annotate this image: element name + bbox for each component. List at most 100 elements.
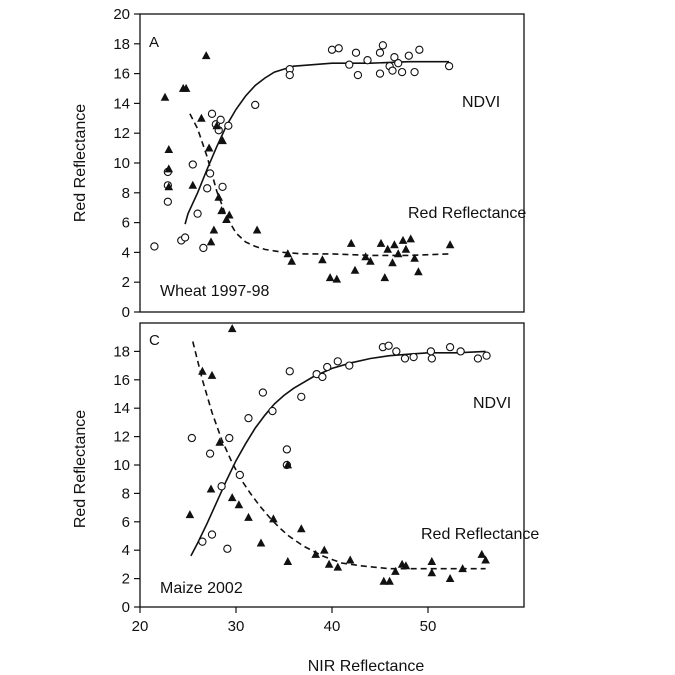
red-reflectance-point [393,249,403,258]
red-reflectance-point [410,253,419,262]
red-reflectance-point [390,240,399,249]
ndvi-point [410,67,419,77]
ndvi-point [203,184,212,193]
red-reflectance-point [427,557,437,565]
ndvi-point [217,482,226,491]
red-reflectance-fit-curve [192,341,486,570]
red-reflectance-point [287,256,296,265]
red-reflectance-point [209,225,219,234]
red-reflectance-point [458,564,467,573]
red-reflectance-point [256,538,266,547]
x-tick-label: 50 [420,618,437,635]
red-reflectance-point [227,493,237,502]
ndvi-point [282,445,292,454]
red-reflectance-point [214,192,223,201]
red-reflectance-point [361,252,370,261]
red-reflectance-point [346,238,356,247]
red-reflectance-point [401,244,411,253]
ndvi-point [345,361,354,370]
red-reflectance-point [477,549,487,558]
red-reflectance-point [325,273,335,282]
red-reflectance-point [427,568,437,577]
red-reflectance-point [283,460,293,469]
red-reflectance-point [164,164,174,173]
caption-label: Wheat 1997-98 [160,283,270,300]
y-tick-label: 6 [122,215,130,232]
red-reflectance-point [406,234,415,243]
red-reflectance-point [160,92,170,101]
x-tick-label: 20 [132,618,149,635]
red-reflectance-point [380,273,390,282]
y-axis: 0 2 4 6 8 10 12 14 16 18 20 [113,6,140,321]
ndvi-point [400,354,410,363]
ndvi-point [180,233,190,242]
red-reflectance-point [445,240,455,249]
red-reflectance-point [345,555,355,564]
x-tick-label: 40 [324,618,341,635]
ndvi-point [268,406,277,416]
ndvi-point [426,347,436,356]
y-tick-label: 8 [122,485,130,502]
ndvi-point [353,70,363,80]
red-reflectance-point [201,51,211,60]
red-reflectance-point [207,370,217,379]
red-reflectance-point [217,206,226,215]
plot-frame [139,322,525,608]
ndvi-point [482,351,491,360]
red-reflectance-point [311,549,320,558]
red-reflectance-point [204,143,214,152]
red-reflectance-point [398,235,408,244]
red-reflectance-point [414,267,423,276]
x-tick-label: 30 [228,618,245,635]
red-reflectance-point [269,514,278,523]
ndvi-point [205,449,215,458]
ndvi-fit-curve [184,60,450,225]
red-reflectance-point [206,237,216,246]
red-reflectance-point [320,545,329,554]
ndvi-point [384,341,393,350]
y-tick-label: 18 [113,36,130,53]
ndvi-point [258,388,268,397]
y-tick-label: 12 [113,429,130,446]
y-tick-label: 16 [113,66,130,83]
ndvi-point [334,44,343,53]
red-reflectance-point [215,437,224,446]
ndvi-point [427,354,436,363]
red-reflectance-point [283,249,293,258]
y-tick-label: 20 [113,6,130,23]
ndvi-point [285,70,294,80]
ndvi-point [351,48,361,57]
red-reflectance-point [164,182,174,191]
y-axis: 0 2 4 6 8 10 12 14 16 18 [113,343,140,616]
ndvi-point [218,182,227,191]
ndvi-point [456,347,465,356]
y-tick-label: 6 [122,514,130,531]
red-reflectance-fit-curve [189,113,450,257]
ndvi-point [409,352,418,362]
panel-letter: C [149,332,160,349]
y-tick-label: 14 [113,400,130,417]
plot-frame [139,13,525,313]
red-reflectance-point [222,215,231,223]
red-reflectance-point [227,324,237,333]
ndvi-point [333,357,342,366]
ndvi-point [473,354,483,363]
red-reflectance-point [383,244,392,253]
red-reflectance-point [379,576,389,585]
ndvi-point [297,392,306,401]
red-reflectance-curve-label: Red Reflectance [421,526,539,543]
red-reflectance-point [324,559,334,568]
ndvi-point [375,69,385,78]
ndvi-point [188,160,197,169]
red-reflectance-point [164,145,174,153]
ndvi-point [323,362,332,372]
y-axis-title: Red Reflectance [72,104,89,222]
ndvi-point [327,45,337,54]
data-points [150,41,455,283]
ndvi-point [345,60,354,69]
red-reflectance-point [181,83,191,92]
ndvi-point [363,56,372,65]
ndvi-point [318,372,327,382]
red-reflectance-point [188,180,198,189]
